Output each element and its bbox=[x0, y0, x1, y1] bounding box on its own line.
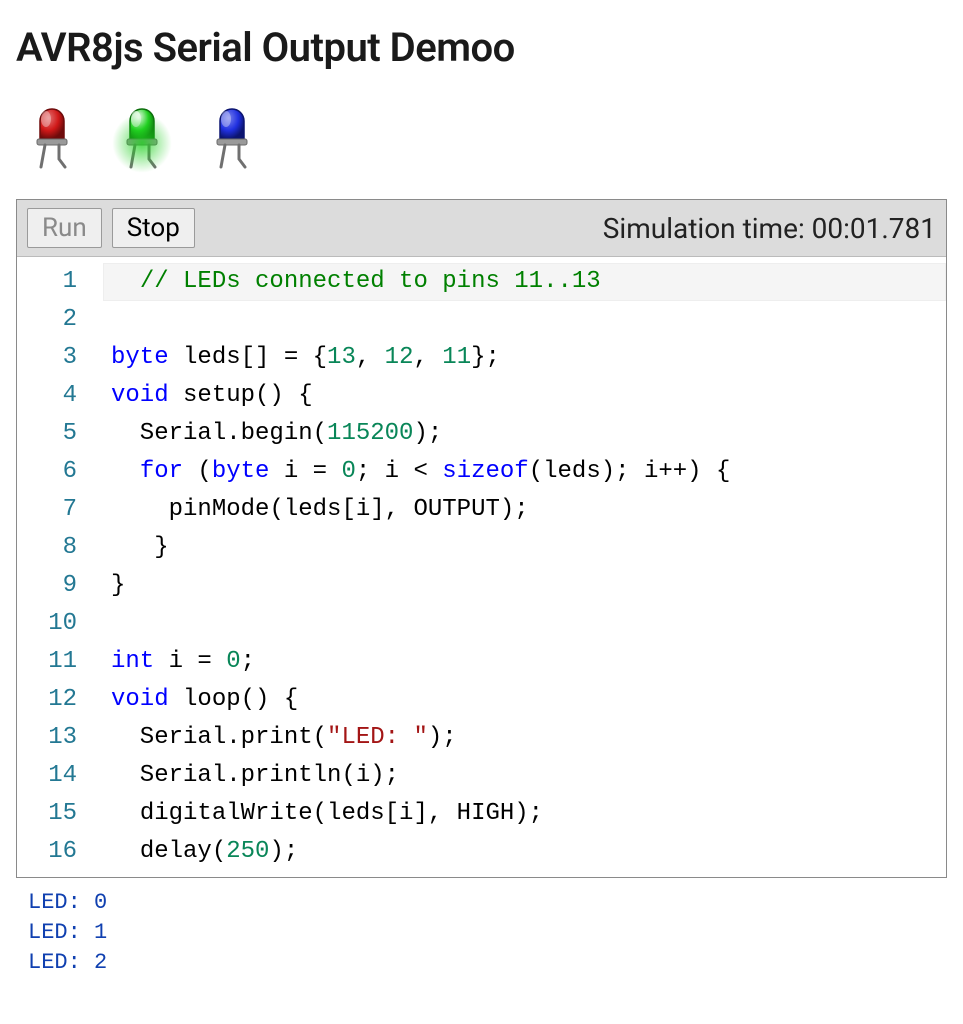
led-row bbox=[16, 95, 947, 195]
serial-output: LED: 0 LED: 1 LED: 2 bbox=[16, 878, 947, 978]
line-number: 4 bbox=[17, 377, 77, 415]
line-number: 2 bbox=[17, 301, 77, 339]
code-line[interactable]: // LEDs connected to pins 11..13 bbox=[103, 263, 946, 301]
line-number: 16 bbox=[17, 833, 77, 871]
line-number: 5 bbox=[17, 415, 77, 453]
line-number: 15 bbox=[17, 795, 77, 833]
code-line[interactable]: digitalWrite(leds[i], HIGH); bbox=[103, 795, 946, 833]
line-number: 9 bbox=[17, 567, 77, 605]
code-line[interactable]: } bbox=[103, 567, 946, 605]
line-number: 13 bbox=[17, 719, 77, 757]
line-number: 10 bbox=[17, 605, 77, 643]
line-number: 7 bbox=[17, 491, 77, 529]
code-line[interactable]: pinMode(leds[i], OUTPUT); bbox=[103, 491, 946, 529]
line-number: 8 bbox=[17, 529, 77, 567]
code-line[interactable]: int i = 0; bbox=[103, 643, 946, 681]
code-line[interactable]: Serial.print("LED: "); bbox=[103, 719, 946, 757]
code-line[interactable]: Serial.begin(115200); bbox=[103, 415, 946, 453]
code-line[interactable]: } bbox=[103, 529, 946, 567]
line-number: 12 bbox=[17, 681, 77, 719]
line-number: 6 bbox=[17, 453, 77, 491]
led-green bbox=[118, 103, 166, 175]
code-content[interactable]: // LEDs connected to pins 11..13 byte le… bbox=[95, 257, 946, 877]
toolbar: Run Stop Simulation time: 00:01.781 bbox=[17, 200, 946, 257]
editor-panel: Run Stop Simulation time: 00:01.781 1234… bbox=[16, 199, 947, 878]
simulation-time-prefix: Simulation time: bbox=[603, 212, 812, 245]
simulation-time-label: Simulation time: 00:01.781 bbox=[603, 212, 936, 245]
led-icon bbox=[118, 103, 166, 175]
led-icon bbox=[208, 103, 256, 175]
code-line[interactable]: delay(250); bbox=[103, 833, 946, 871]
code-line[interactable]: void loop() { bbox=[103, 681, 946, 719]
code-line[interactable] bbox=[103, 605, 946, 643]
code-editor[interactable]: 12345678910111213141516 // LEDs connecte… bbox=[17, 257, 946, 877]
line-number: 14 bbox=[17, 757, 77, 795]
code-line[interactable]: Serial.println(i); bbox=[103, 757, 946, 795]
code-line[interactable] bbox=[103, 301, 946, 339]
line-number: 11 bbox=[17, 643, 77, 681]
stop-button[interactable]: Stop bbox=[112, 208, 195, 248]
line-number: 1 bbox=[17, 263, 77, 301]
led-red bbox=[28, 103, 76, 175]
run-button[interactable]: Run bbox=[27, 208, 102, 248]
line-number: 3 bbox=[17, 339, 77, 377]
code-line[interactable]: void setup() { bbox=[103, 377, 946, 415]
led-icon bbox=[28, 103, 76, 175]
simulation-time-value: 00:01.781 bbox=[812, 212, 936, 245]
code-line[interactable]: byte leds[] = {13, 12, 11}; bbox=[103, 339, 946, 377]
line-number-gutter: 12345678910111213141516 bbox=[17, 257, 95, 877]
led-blue bbox=[208, 103, 256, 175]
code-line[interactable]: for (byte i = 0; i < sizeof(leds); i++) … bbox=[103, 453, 946, 491]
page-title: AVR8js Serial Output Demoo bbox=[16, 24, 947, 71]
